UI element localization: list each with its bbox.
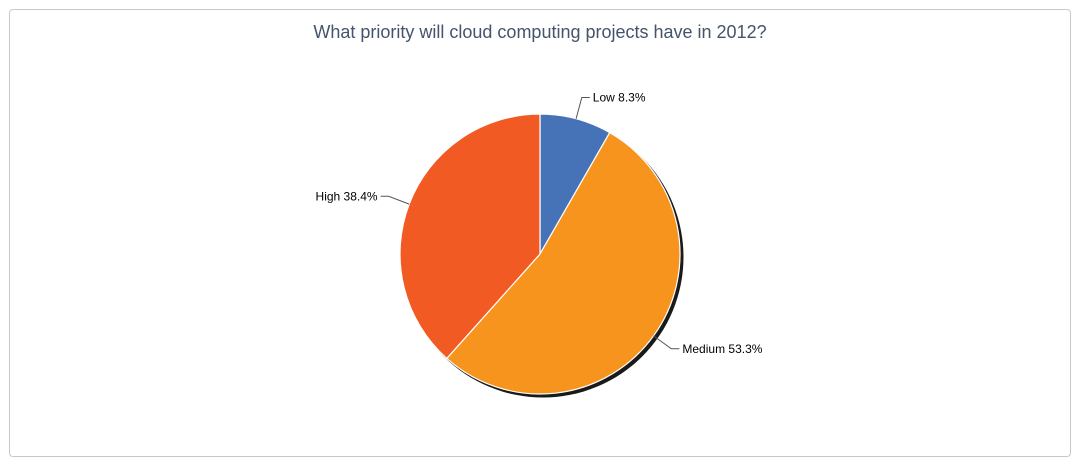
data-label-high: High 38.4% (316, 189, 378, 203)
leader-line-medium (653, 335, 680, 350)
chart-title: What priority will cloud computing proje… (313, 22, 767, 42)
data-label-medium: Medium 53.3% (682, 342, 762, 356)
pie-slices (399, 113, 681, 395)
leader-line-low (575, 97, 590, 119)
data-label-low: Low 8.3% (593, 91, 646, 105)
leader-line-high (380, 195, 410, 205)
pie-slice-high (399, 113, 541, 360)
pie-labels: Low 8.3% Medium 53.3% High 38.4% (316, 91, 763, 356)
